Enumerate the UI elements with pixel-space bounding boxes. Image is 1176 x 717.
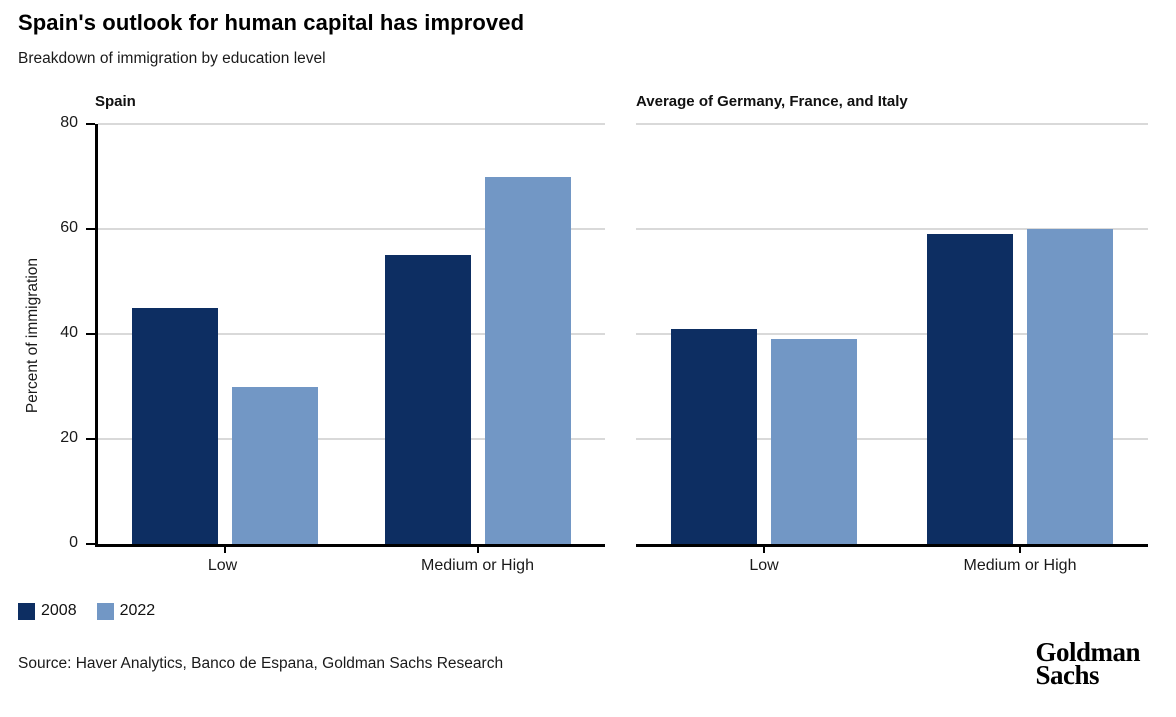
bar-2008-medium-or-high xyxy=(385,255,472,544)
x-axis-category-label: Low xyxy=(749,557,779,574)
bar-group-low xyxy=(636,124,892,544)
x-axis-category-label: Low xyxy=(207,557,238,574)
y-tick-mark xyxy=(86,228,95,230)
x-tick-mark xyxy=(1019,547,1021,553)
legend-item-2022: 2022 xyxy=(96,602,156,620)
legend-label: 2022 xyxy=(119,602,156,619)
x-tick-mark xyxy=(223,547,226,553)
chart-panels: Percent of immigration Spain 0 20 40 60 80 L… xyxy=(0,93,1176,575)
y-tick-mark xyxy=(86,333,95,335)
bars-layer xyxy=(98,124,605,544)
y-tick-label: 60 xyxy=(60,219,78,236)
y-tick-label: 80 xyxy=(60,114,78,131)
x-axis-labels-spain: Low Medium or High xyxy=(95,557,605,575)
chart-title: Spain's outlook for human capital has im… xyxy=(18,10,525,35)
bar-2022-medium-or-high xyxy=(1027,229,1113,544)
plot-area-average xyxy=(636,123,1148,553)
y-tick-mark xyxy=(86,543,95,545)
logo-line-1: Goldman xyxy=(1035,637,1140,667)
y-axis-label: Percent of immigration xyxy=(24,257,41,414)
gridline xyxy=(636,123,1148,125)
chart-footer: Source: Haver Analytics, Banco de Espana… xyxy=(0,637,1176,691)
logo-line-2: Sachs xyxy=(1035,660,1099,691)
x-tick-mark xyxy=(477,547,480,553)
y-axis-label-wrap: Percent of immigration xyxy=(22,124,44,547)
panel-title-spain: Spain xyxy=(95,93,136,110)
x-axis-category-label: Medium or High xyxy=(963,557,1077,574)
y-tick-label: 40 xyxy=(60,324,78,341)
panel-title-average: Average of Germany, France, and Italy xyxy=(636,93,908,110)
bar-2022-low xyxy=(771,339,857,544)
legend-item-2008: 2008 xyxy=(18,602,77,620)
panel-average: Average of Germany, France, and Italy Lo… xyxy=(636,93,1148,575)
y-tick-mark xyxy=(86,438,95,440)
legend-label: 2008 xyxy=(41,602,77,619)
plot-area-spain: 0 20 40 60 80 xyxy=(60,114,605,553)
legend-swatch-2008 xyxy=(18,602,35,620)
gridline xyxy=(636,228,1148,230)
legend-swatch-2022 xyxy=(96,602,114,620)
gridline xyxy=(98,438,605,440)
bar-2022-medium-or-high xyxy=(485,176,572,544)
y-tick-label: 20 xyxy=(60,429,78,446)
legend: 2008 2022 xyxy=(18,602,1176,620)
x-axis-category-label: Medium or High xyxy=(421,557,534,574)
x-tick-mark xyxy=(763,547,765,553)
gridline xyxy=(98,123,605,125)
bars-layer xyxy=(636,124,1148,544)
chart-header: Spain's outlook for human capital has im… xyxy=(0,10,1176,68)
gridline xyxy=(636,333,1148,335)
gridline xyxy=(98,228,605,230)
gridline xyxy=(636,438,1148,440)
source-note: Source: Haver Analytics, Banco de Espana… xyxy=(18,655,504,673)
bar-group-medium-or-high xyxy=(352,124,606,544)
bar-2022-low xyxy=(231,386,318,544)
chart-subtitle: Breakdown of immigration by education le… xyxy=(18,50,326,67)
gridline xyxy=(98,333,605,335)
goldman-sachs-logo: Goldman Sachs xyxy=(1035,637,1140,691)
y-tick-mark xyxy=(86,123,95,125)
panel-spain: Percent of immigration Spain 0 20 40 60 80 L… xyxy=(18,93,605,575)
bar-2008-low xyxy=(671,328,757,544)
x-axis-labels-average: Low Medium or High xyxy=(636,557,1148,575)
bar-2008-low xyxy=(131,307,218,544)
y-tick-label: 0 xyxy=(69,534,78,551)
bar-2008-medium-or-high xyxy=(927,234,1013,544)
bar-group-medium-or-high xyxy=(892,124,1148,544)
bar-group-low xyxy=(98,124,352,544)
